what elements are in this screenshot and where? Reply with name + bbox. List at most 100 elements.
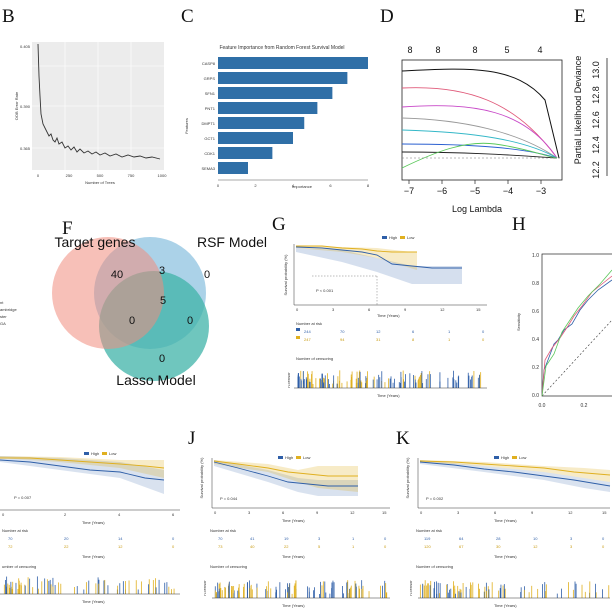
risk-cell: 28 — [496, 536, 501, 541]
oob-xtick: 1000 — [158, 173, 168, 178]
venn-count-rsf-only: 0 — [204, 269, 210, 281]
km-ci-low — [0, 456, 164, 478]
km-curve-high — [0, 459, 165, 481]
km-ci-low — [214, 460, 358, 492]
risk-cell: 12 — [118, 544, 123, 549]
fi-bar — [218, 132, 293, 144]
fi-xlabel: Importance — [292, 184, 313, 189]
roc-chart: Sensitivity 1.0 0.8 0.6 0.4 0.2 0.0 0.0 … — [516, 253, 612, 409]
feature-importance-chart: Feature Importance from Random Forest Su… — [184, 45, 370, 189]
censor-xlabel: Time (Years) — [494, 603, 517, 608]
deviance-ytick: 12.8 — [591, 86, 601, 104]
legend-low: Low — [303, 455, 310, 460]
risk-cell: 1 — [352, 544, 355, 549]
risk-xlabel: Time (Years) — [82, 554, 105, 559]
risk-cell: 8 — [412, 337, 415, 342]
risk-cell: 119 — [424, 536, 431, 541]
risk-cell: 72 — [8, 544, 13, 549]
risk-cell: 20 — [64, 536, 69, 541]
panel-label-h: H — [512, 214, 526, 235]
roc-xtick: 0.0 — [539, 403, 546, 409]
lasso-top-tick: 4 — [537, 45, 542, 55]
roc-ytick: 0.0 — [532, 393, 539, 399]
risk-cell: 70 — [218, 536, 223, 541]
risk-cell: 1 — [448, 337, 451, 342]
km-curve-low — [213, 460, 358, 477]
risk-table-title: Number at risk — [210, 528, 236, 533]
lasso-path — [401, 68, 560, 159]
censor-ticks — [297, 370, 482, 388]
fi-bar — [218, 72, 348, 84]
lasso-top-tick: 8 — [435, 45, 440, 55]
lasso-path — [401, 142, 558, 169]
oob-xtick: 500 — [97, 173, 104, 178]
km-legend: High Low — [382, 235, 414, 240]
risk-row-low: 247 94 31 8 1 0 — [304, 337, 485, 342]
censor-title: Number of censoring — [210, 564, 247, 569]
risk-cell: 40 — [250, 544, 255, 549]
venn-circle-target — [52, 237, 164, 349]
risk-cell: 22 — [284, 544, 289, 549]
panel-label-d: D — [380, 6, 394, 27]
venn-side-legend-item: ambridge — [0, 307, 17, 312]
legend-swatch-low — [512, 456, 517, 459]
legend-high: High — [91, 451, 99, 456]
venn-count-target-only: 40 — [111, 269, 123, 281]
fi-category-label: CDK1 — [204, 151, 215, 156]
km-pvalue: P = 0.007 — [14, 495, 32, 500]
risk-table-title: Number at risk — [2, 528, 28, 533]
risk-cell: 3 — [570, 544, 573, 549]
fi-xtick: 0 — [217, 183, 220, 188]
oob-ytick: 0.405 — [20, 44, 31, 49]
venn-count-all: 5 — [160, 295, 166, 307]
deviance-ytick: 12.4 — [591, 136, 601, 154]
risk-cell: 14 — [118, 536, 123, 541]
risk-cell: 0 — [482, 337, 485, 342]
roc-curve — [541, 275, 612, 397]
venn-count-rsf-lasso: 0 — [187, 315, 193, 327]
fi-category-label: GRPS — [204, 76, 216, 81]
censor-ylabel: n.censor — [408, 580, 413, 596]
censor-xlabel: Time (Years) — [82, 599, 105, 604]
legend-swatch-low — [296, 456, 301, 459]
panel-label-f: F — [62, 218, 73, 239]
risk-cell: 0 — [384, 544, 387, 549]
legend-low: Low — [519, 455, 526, 460]
risk-cell: 12 — [533, 544, 538, 549]
km-curve-low — [296, 245, 417, 253]
risk-cell: 247 — [304, 337, 311, 342]
deviance-chart: Partial Likelihood Deviance 13.0 12.8 12… — [573, 56, 608, 179]
km-xlabel: Time (Years) — [377, 313, 400, 318]
lasso-path-chart: 8 8 8 5 4 −7 −6 −5 −4 −3 Log Lambda — [401, 45, 563, 214]
panel-label-b: B — [2, 6, 15, 27]
venn-side-legend-item: ster — [0, 314, 7, 319]
risk-cell: 64 — [459, 536, 464, 541]
risk-cell: 3 — [318, 536, 321, 541]
legend-swatch-high — [494, 456, 499, 459]
panel-label-e: E — [574, 6, 586, 27]
risk-row-high: 244 70 12 6 1 0 — [304, 329, 485, 334]
roc-ytick: 1.0 — [532, 253, 539, 259]
censor-ticks — [214, 580, 388, 598]
risk-cell: 0 — [172, 536, 175, 541]
roc-curve — [541, 269, 612, 397]
risk-cell: 70 — [8, 536, 13, 541]
oob-ylabel: OOB Error Rate — [14, 91, 19, 120]
venn-label-lasso: Lasso Model — [116, 372, 195, 388]
risk-table-title: Number at risk — [416, 528, 442, 533]
km-ci-high — [296, 248, 462, 284]
km-curve-high — [419, 461, 611, 487]
risk-cell: 70 — [340, 329, 345, 334]
deviance-ytick: 13.0 — [591, 61, 601, 79]
risk-cell: 1 — [352, 536, 355, 541]
fi-category-label: SEMA3 — [201, 166, 215, 171]
km-ci-low — [420, 460, 610, 482]
venn-diagram: nt ambridge ster GA Target genes RSF Mod… — [0, 234, 267, 388]
risk-cell: 19 — [284, 536, 289, 541]
censor-ticks — [419, 580, 610, 598]
legend-swatch-high — [382, 236, 387, 239]
legend-low: Low — [407, 235, 414, 240]
fi-category-label: DMPT1 — [201, 121, 215, 126]
risk-cell: 10 — [533, 536, 538, 541]
km-chart-g: High Low Survival probability (%) P < 0.… — [283, 235, 487, 398]
